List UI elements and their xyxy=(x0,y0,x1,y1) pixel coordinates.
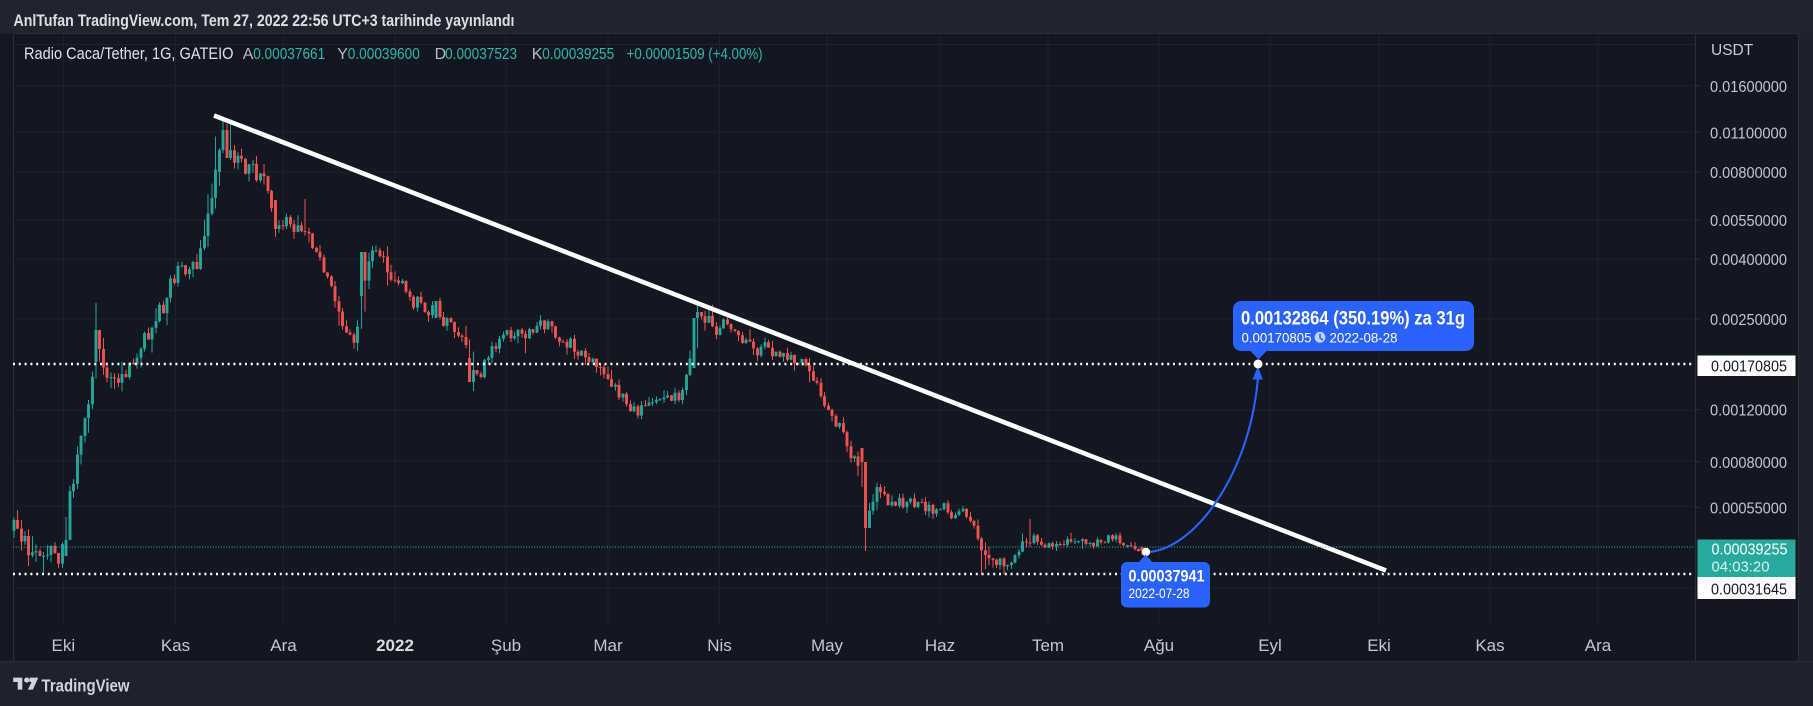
svg-text:K: K xyxy=(532,46,543,63)
svg-text:D: D xyxy=(435,46,447,63)
svg-text:0.00055000: 0.00055000 xyxy=(1710,501,1787,518)
svg-text:Ara: Ara xyxy=(270,636,297,655)
svg-text:2022-08-28: 2022-08-28 xyxy=(1330,330,1398,346)
svg-text:Radio Caca/Tether, 1G, GATEIO: Radio Caca/Tether, 1G, GATEIO xyxy=(24,44,234,63)
svg-text:Eki: Eki xyxy=(51,636,75,655)
svg-text:0.00170805: 0.00170805 xyxy=(1711,359,1787,376)
svg-text:Y: Y xyxy=(337,46,348,63)
svg-text:Mar: Mar xyxy=(593,636,623,655)
svg-text:Eyl: Eyl xyxy=(1258,636,1282,655)
svg-text:0.00550000: 0.00550000 xyxy=(1710,213,1787,230)
svg-text:USDT: USDT xyxy=(1711,42,1754,59)
svg-text:Tem: Tem xyxy=(1032,636,1064,655)
svg-text:Kas: Kas xyxy=(1475,636,1504,655)
svg-text:0.00400000: 0.00400000 xyxy=(1710,252,1787,269)
svg-text:Eki: Eki xyxy=(1367,636,1391,655)
svg-text:0.00170805: 0.00170805 xyxy=(1242,330,1312,346)
svg-text:May: May xyxy=(811,636,844,655)
svg-text:Kas: Kas xyxy=(161,636,190,655)
svg-text:Haz: Haz xyxy=(925,636,955,655)
svg-text:0.00037941: 0.00037941 xyxy=(1129,567,1205,586)
svg-text:0.00800000: 0.00800000 xyxy=(1710,165,1787,182)
svg-text:0.00039600: 0.00039600 xyxy=(348,46,420,63)
svg-text:0.01100000: 0.01100000 xyxy=(1710,125,1787,142)
svg-text:0.00039255: 0.00039255 xyxy=(542,46,614,63)
svg-text:0.00080000: 0.00080000 xyxy=(1710,455,1787,472)
svg-text:0.00120000: 0.00120000 xyxy=(1710,403,1787,420)
svg-text:04:03:20: 04:03:20 xyxy=(1712,559,1770,576)
svg-text:0.00250000: 0.00250000 xyxy=(1710,312,1787,329)
svg-text:2022: 2022 xyxy=(376,636,414,655)
svg-text:Ağu: Ağu xyxy=(1144,636,1174,655)
svg-text:+0.00001509 (+4.00%): +0.00001509 (+4.00%) xyxy=(627,46,763,63)
svg-text:Şub: Şub xyxy=(491,636,521,655)
svg-text:AnlTufan TradingView.com, Tem: AnlTufan TradingView.com, Tem 27, 2022 2… xyxy=(14,12,515,30)
svg-text:0.00132864 (350.19%) za 31g: 0.00132864 (350.19%) za 31g xyxy=(1241,309,1465,330)
svg-text:Nis: Nis xyxy=(707,636,732,655)
svg-text:TradingView: TradingView xyxy=(42,676,130,696)
svg-text:0.00037661: 0.00037661 xyxy=(253,46,325,63)
svg-text:0.00031645: 0.00031645 xyxy=(1711,582,1787,599)
svg-text:Ara: Ara xyxy=(1585,636,1612,655)
svg-text:A: A xyxy=(243,46,254,63)
svg-text:2022-07-28: 2022-07-28 xyxy=(1129,585,1190,601)
svg-text:0.00039255: 0.00039255 xyxy=(1712,542,1788,559)
svg-text:0.01600000: 0.01600000 xyxy=(1710,79,1787,96)
svg-text:0.00037523: 0.00037523 xyxy=(445,46,517,63)
